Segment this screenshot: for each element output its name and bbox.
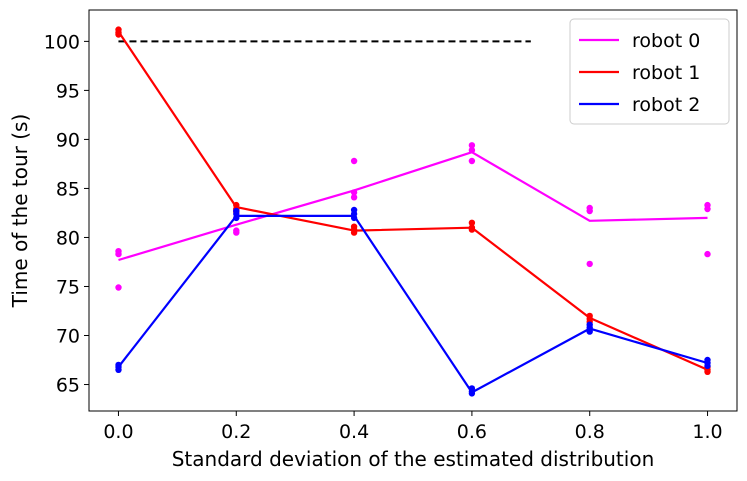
data-point-robot-2-8 <box>350 214 358 222</box>
data-point-robot-1-8 <box>350 229 358 236</box>
data-point-robot-2-11 <box>468 390 476 397</box>
data-point-robot-0-9 <box>468 142 476 149</box>
plot-frame <box>88 9 738 412</box>
legend: robot 0 robot 1 robot 2 <box>569 18 730 125</box>
x-tick-label: 0.2 <box>221 421 251 443</box>
data-point-robot-2-5 <box>233 214 240 222</box>
y-axis-label: Time of the tour (s) <box>8 114 32 308</box>
data-point-robot-0-11 <box>468 157 476 165</box>
data-point-robot-0-10 <box>468 147 476 154</box>
data-point-robot-2-17 <box>704 362 711 370</box>
y-tick-label: 70 <box>56 326 80 348</box>
data-point-robot-2-2 <box>115 366 122 373</box>
data-point-robot-0-5 <box>233 229 240 236</box>
series-line-robot-0 <box>118 151 708 262</box>
x-tick-label: 0.4 <box>339 421 369 443</box>
data-point-robot-0-17 <box>704 250 711 258</box>
data-point-robot-0-13 <box>586 207 593 215</box>
x-axis: 0.0 0.2 0.4 0.6 0.8 1.0 <box>103 411 723 443</box>
x-tick-label: 0.0 <box>103 421 133 443</box>
data-point-robot-1-2 <box>115 31 122 38</box>
legend-label-robot-1: robot 1 <box>632 62 700 84</box>
x-axis-label: Standard deviation of the estimated dist… <box>172 447 655 471</box>
x-tick-label: 1.0 <box>692 421 722 443</box>
series-line-robot-1 <box>117 30 708 371</box>
series-2 <box>115 206 711 397</box>
series-line-robot-2 <box>117 214 708 394</box>
data-point-robot-0-8 <box>350 194 358 201</box>
y-tick-label: 90 <box>56 129 80 151</box>
data-point-robot-0-7 <box>350 189 358 196</box>
x-tick-label: 0.8 <box>575 421 605 443</box>
y-tick-label: 75 <box>56 276 80 298</box>
legend-label-robot-0: robot 0 <box>632 30 700 52</box>
y-tick-label: 95 <box>56 80 80 102</box>
legend-box <box>569 18 730 125</box>
data-point-robot-0-16 <box>704 205 711 213</box>
data-point-robot-0-2 <box>115 284 122 291</box>
y-tick-label: 100 <box>44 31 80 53</box>
data-point-robot-0-14 <box>586 260 593 268</box>
data-point-robot-0-1 <box>115 250 122 258</box>
y-tick-label: 65 <box>56 375 80 397</box>
data-point-robot-1-17 <box>704 368 711 375</box>
data-point-robot-0-6 <box>350 157 358 165</box>
plot-content <box>115 26 711 397</box>
data-point-robot-1-9 <box>468 219 476 226</box>
data-point-robot-1-11 <box>468 226 476 233</box>
data-point-robot-2-14 <box>586 328 593 335</box>
y-tick-label: 80 <box>56 227 80 249</box>
y-axis: 65 70 75 80 85 90 95 100 <box>44 31 89 397</box>
y-tick-label: 85 <box>56 178 80 200</box>
x-tick-label: 0.6 <box>457 421 487 443</box>
legend-label-robot-2: robot 2 <box>632 94 700 116</box>
